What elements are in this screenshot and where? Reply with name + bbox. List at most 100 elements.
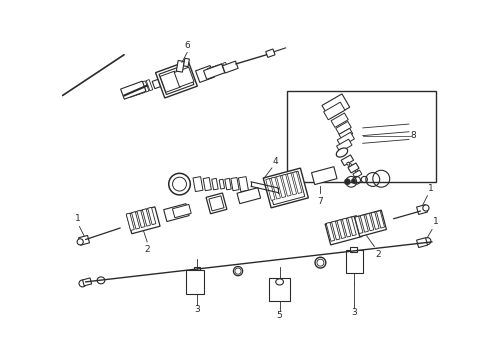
Bar [211,66,217,76]
Bar [219,64,225,73]
Bar [194,267,200,274]
Bar [282,175,291,196]
Bar [337,220,345,239]
Bar [337,132,354,147]
Bar [207,68,213,77]
Bar [172,204,191,218]
Bar [287,91,436,182]
Text: 8: 8 [411,131,416,140]
Bar [146,80,153,91]
Bar [376,211,385,228]
Bar [269,278,291,301]
Circle shape [351,179,356,183]
Bar [337,139,352,152]
Bar [148,207,156,225]
Ellipse shape [424,238,431,244]
Ellipse shape [336,148,348,157]
Bar [127,86,134,97]
Text: 5: 5 [277,311,283,320]
Bar [349,163,354,169]
Bar [231,177,239,191]
Bar [176,60,184,72]
Bar [225,179,231,190]
Bar [239,177,248,192]
Bar [159,64,194,95]
Bar [83,278,92,286]
Bar [346,249,363,273]
Text: 3: 3 [351,308,357,317]
Bar [343,218,351,237]
Bar [267,171,305,205]
Bar [348,163,359,173]
Bar [142,81,149,92]
Bar [160,71,180,92]
Circle shape [344,179,350,185]
Bar [271,177,280,199]
Ellipse shape [97,277,105,284]
Text: 4: 4 [273,157,278,166]
Bar [135,84,141,95]
Bar [312,167,337,185]
Bar [325,216,362,245]
Ellipse shape [423,205,429,211]
Bar [354,210,387,237]
Text: 3: 3 [195,305,200,314]
Bar [339,128,353,140]
Bar [287,173,296,195]
Ellipse shape [276,279,284,285]
Bar [360,215,368,232]
Bar [263,168,308,208]
Bar [203,64,225,79]
Bar [121,81,146,99]
Text: 1: 1 [433,217,439,226]
Bar [196,66,214,82]
Bar [219,179,224,189]
Bar [293,172,302,193]
Bar [416,238,427,248]
Bar [332,221,340,240]
Bar [222,61,238,73]
Bar [203,177,211,191]
Bar [322,94,350,119]
Bar [326,222,335,241]
Bar [174,67,194,87]
Text: 2: 2 [375,249,381,258]
Bar [276,176,286,198]
Bar [78,235,90,245]
Text: 6: 6 [184,41,190,50]
Bar [348,217,356,236]
Bar [355,216,363,234]
Bar [164,204,189,221]
Bar [152,79,161,89]
Text: 7: 7 [318,197,323,206]
Ellipse shape [79,280,86,287]
Ellipse shape [77,239,83,245]
Bar [266,49,275,58]
Bar [132,212,140,229]
Bar [186,270,204,294]
Bar [353,170,362,178]
Bar [193,177,203,192]
Text: 2: 2 [145,245,150,254]
Bar [126,213,134,230]
Bar [341,155,354,166]
Bar [137,210,145,228]
Bar [206,193,227,214]
Text: 1: 1 [75,214,81,223]
Bar [371,212,379,229]
Bar [209,196,224,211]
Bar [336,121,351,134]
Bar [212,179,218,190]
Bar [353,167,358,172]
Bar [331,113,348,127]
Bar [346,162,351,168]
Bar [155,61,197,98]
Bar [366,213,374,231]
Bar [222,62,229,72]
Bar [126,207,160,234]
Text: 1: 1 [428,184,434,193]
Bar [139,82,145,93]
Bar [323,102,345,120]
Bar [131,85,137,96]
Bar [143,209,150,226]
